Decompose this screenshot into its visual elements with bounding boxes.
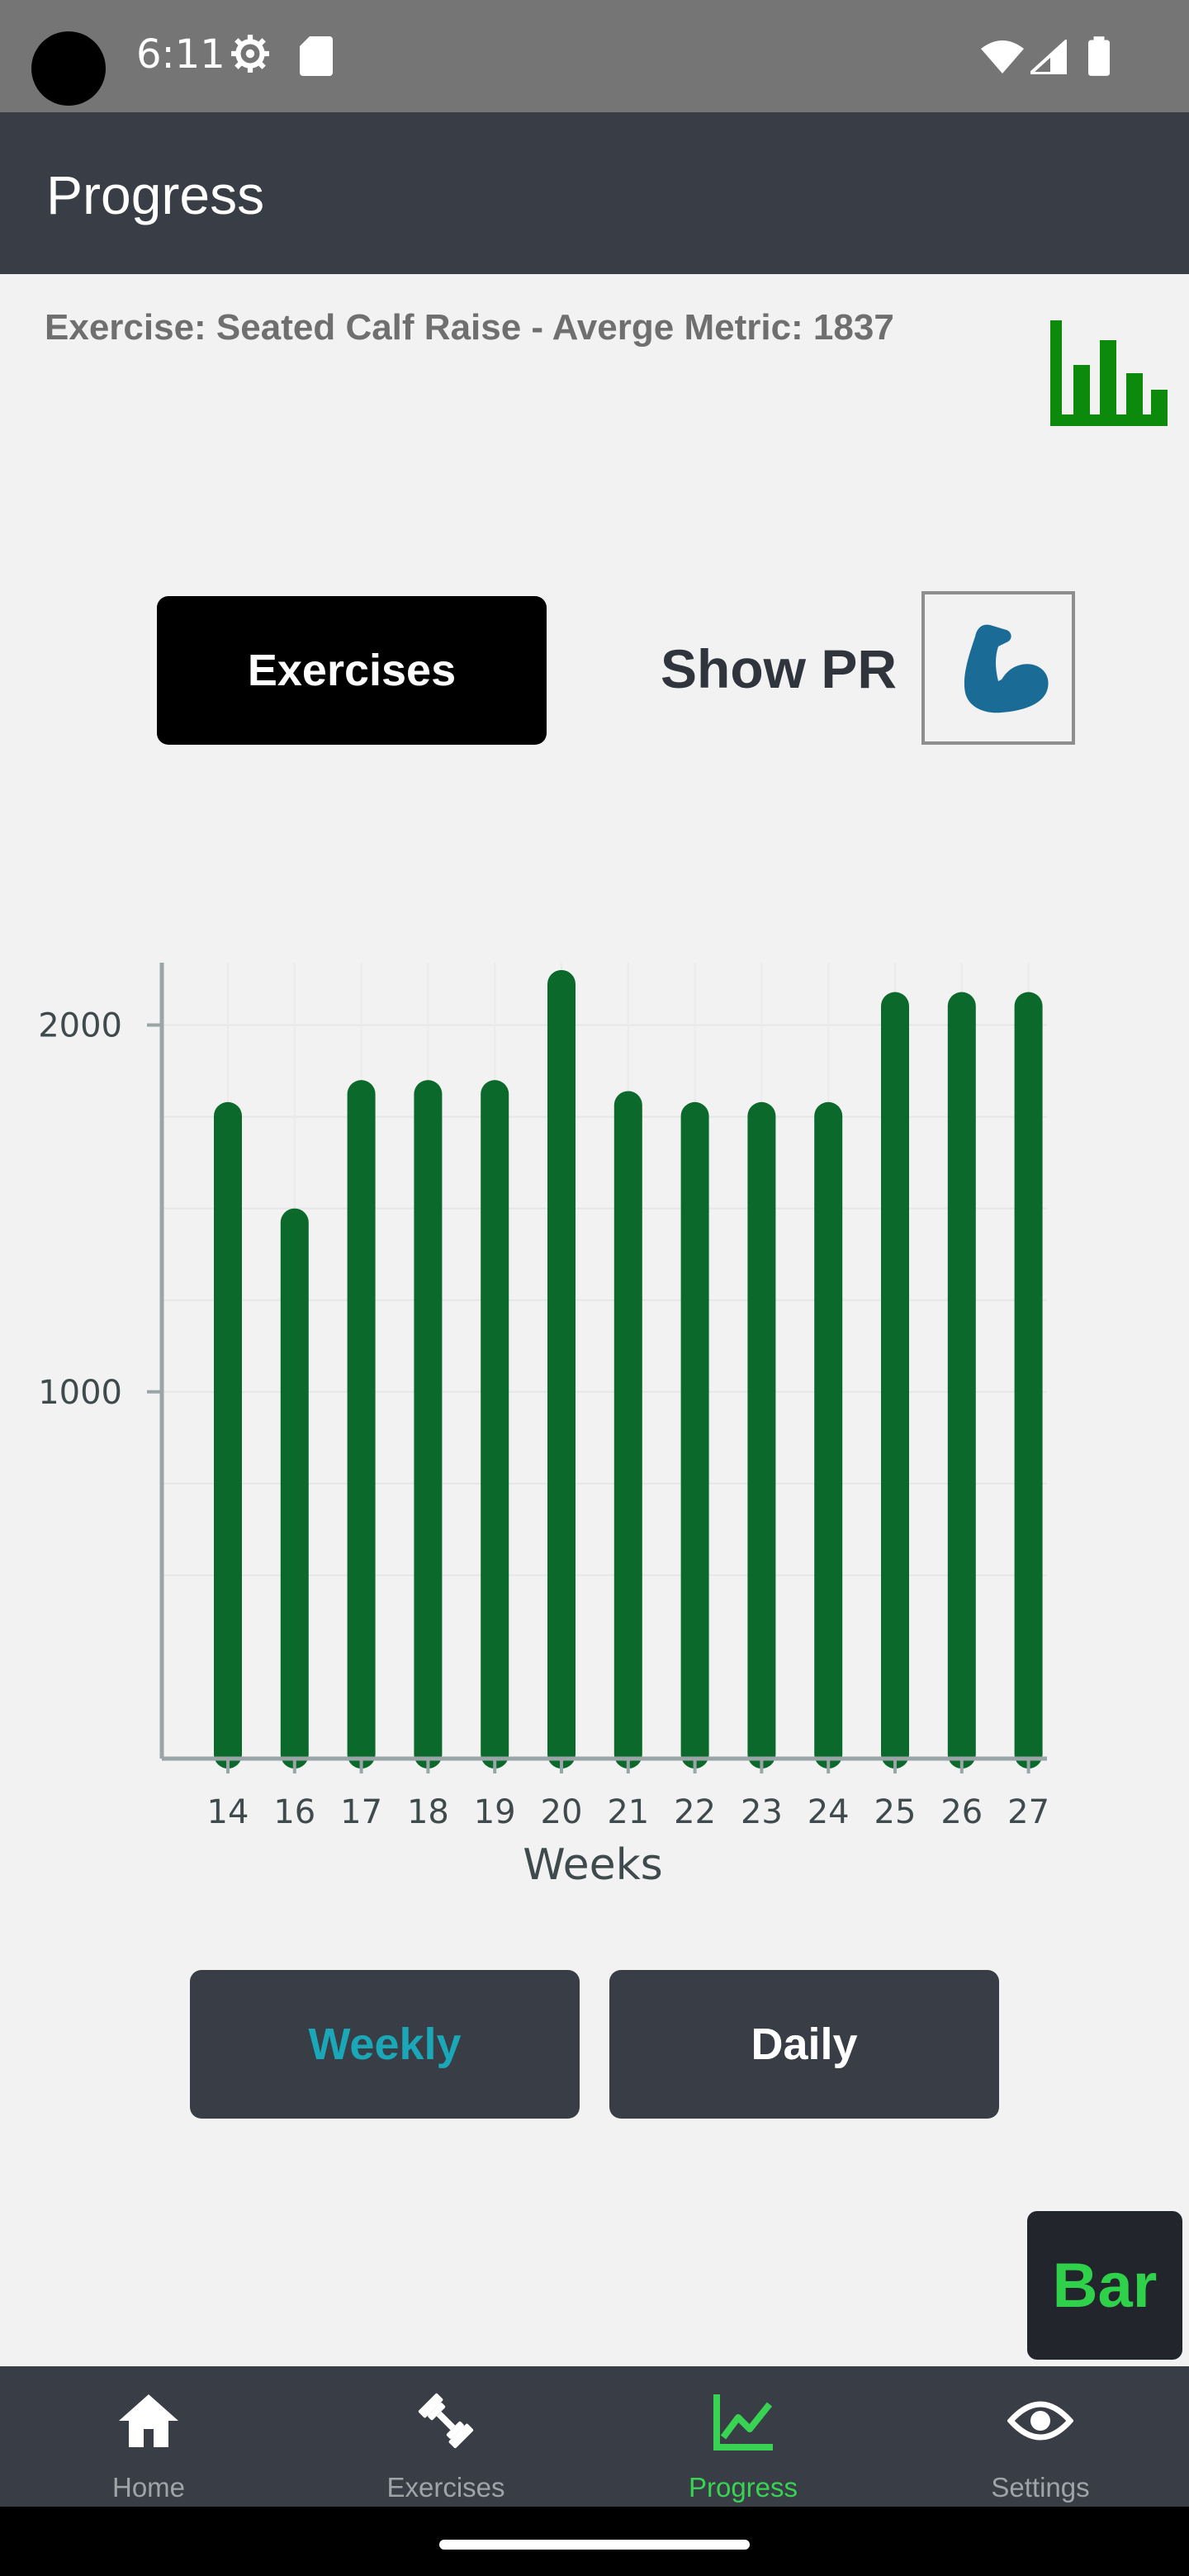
bar-week-26: [948, 992, 976, 1769]
bar-week-24: [814, 1102, 842, 1769]
x-tick-label: 21: [607, 1793, 649, 1831]
bar-week-25: [881, 992, 909, 1769]
x-tick-label: 22: [674, 1793, 716, 1831]
bar-week-18: [414, 1080, 442, 1769]
bottom-nav: Home Exercises Progress Settings: [0, 2366, 1189, 2507]
nav-item-progress[interactable]: Progress: [594, 2366, 892, 2507]
x-tick-label: 14: [207, 1793, 249, 1831]
y-tick-label: 2000: [38, 1007, 122, 1045]
bar-week-16: [281, 1209, 309, 1769]
bar-week-27: [1015, 992, 1043, 1769]
page-title: Progress: [46, 163, 264, 226]
flexed-bicep-icon: [944, 613, 1053, 722]
y-ticks: 1000 2000: [38, 1007, 162, 1412]
app-bar: Progress: [0, 112, 1189, 274]
nav-label-exercises: Exercises: [297, 2472, 594, 2503]
home-icon: [116, 2388, 182, 2454]
x-tick-label: 16: [273, 1793, 315, 1831]
x-tick-label: 27: [1007, 1793, 1049, 1831]
status-time: 6:11: [136, 31, 225, 78]
bar-week-21: [614, 1091, 642, 1769]
chart-type-toggle[interactable]: Bar: [1027, 2211, 1182, 2360]
nav-item-exercises[interactable]: Exercises: [297, 2366, 594, 2507]
x-tick-label: 20: [541, 1793, 583, 1831]
signal-icon: [1030, 40, 1067, 74]
battery-icon: [1088, 36, 1110, 76]
weekly-button[interactable]: Weekly: [190, 1970, 580, 2119]
bar-week-22: [681, 1102, 709, 1769]
x-tick-label: 23: [741, 1793, 783, 1831]
x-ticks: 14 16 17 18 19 20 21 22 23 24 25 26 27: [207, 1759, 1050, 1831]
gear-icon: [230, 33, 271, 74]
sd-card-icon: [299, 36, 334, 76]
exercise-summary: Exercise: Seated Calf Raise - Averge Met…: [45, 307, 894, 348]
x-tick-label: 25: [874, 1793, 917, 1831]
daily-button[interactable]: Daily: [609, 1970, 999, 2119]
nav-label-home: Home: [0, 2472, 297, 2503]
x-tick-label: 18: [407, 1793, 449, 1831]
dumbbell-icon: [413, 2388, 479, 2454]
exercises-button[interactable]: Exercises: [157, 596, 547, 745]
camera-cutout: [31, 31, 106, 106]
eye-icon: [1007, 2388, 1073, 2454]
bar-week-19: [481, 1080, 509, 1769]
bar-week-17: [348, 1080, 376, 1769]
x-tick-label: 19: [474, 1793, 516, 1831]
bar-week-14: [214, 1102, 242, 1769]
x-tick-label: 17: [340, 1793, 382, 1831]
show-pr-toggle[interactable]: [921, 591, 1075, 745]
x-tick-label: 24: [808, 1793, 850, 1831]
show-pr-label: Show PR: [661, 637, 897, 700]
bar-chart-icon[interactable]: [1050, 320, 1168, 426]
y-tick-label: 1000: [38, 1374, 122, 1412]
gesture-handle[interactable]: [439, 2540, 750, 2550]
bar-week-20: [547, 970, 576, 1769]
nav-item-settings[interactable]: Settings: [892, 2366, 1189, 2507]
chart-line-icon: [710, 2388, 776, 2454]
weekly-progress-chart: 1000 2000 14 16 17 18 19 20 21 22 23 24 25 26 27 Week…: [0, 908, 1189, 1932]
nav-label-settings: Settings: [892, 2472, 1189, 2503]
status-bar: 6:11: [0, 0, 1189, 112]
gesture-bar: [0, 2507, 1189, 2576]
nav-item-home[interactable]: Home: [0, 2366, 297, 2507]
x-tick-label: 26: [940, 1793, 983, 1831]
nav-label-progress: Progress: [594, 2472, 892, 2503]
bar-week-23: [747, 1102, 775, 1769]
wifi-icon: [981, 40, 1024, 74]
x-axis-label: Weeks: [523, 1840, 663, 1890]
